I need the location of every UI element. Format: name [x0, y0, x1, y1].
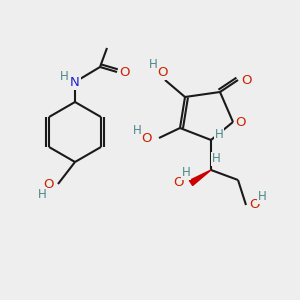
Text: H: H: [214, 128, 224, 142]
Text: O: O: [174, 176, 184, 190]
Text: O: O: [249, 199, 259, 212]
Polygon shape: [189, 170, 211, 185]
Text: H: H: [148, 58, 158, 70]
Text: H: H: [133, 124, 141, 137]
Text: H: H: [258, 190, 266, 203]
Text: O: O: [158, 65, 168, 79]
Text: O: O: [119, 65, 129, 79]
Text: H: H: [212, 152, 220, 166]
Text: H: H: [182, 167, 190, 179]
Text: O: O: [142, 131, 152, 145]
Text: O: O: [241, 74, 251, 86]
Text: O: O: [236, 116, 246, 128]
Text: H: H: [38, 188, 46, 200]
Text: O: O: [43, 178, 53, 190]
Text: N: N: [70, 76, 80, 88]
Text: H: H: [60, 70, 68, 83]
